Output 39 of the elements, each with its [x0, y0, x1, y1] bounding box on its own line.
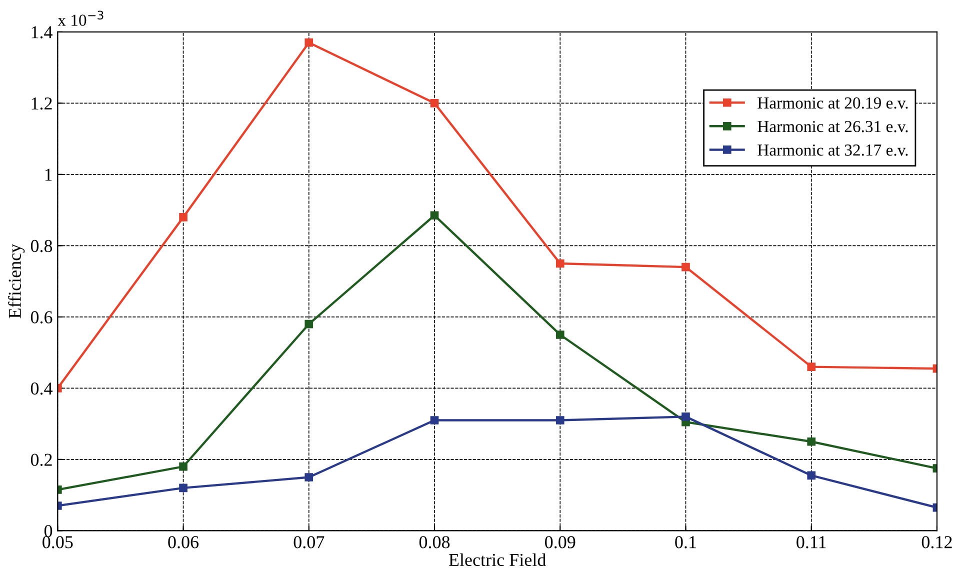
point: [682, 262, 690, 272]
point: [807, 471, 816, 480]
point: [304, 473, 314, 482]
point: [807, 362, 816, 371]
y-tick-label: 1.4: [32, 26, 53, 38]
legend-label: Harmonic at 32.17 e.v.: [758, 144, 908, 156]
x-tick-label: 0.05: [42, 536, 73, 548]
point: [430, 416, 439, 424]
point: [179, 462, 188, 471]
x-tick-label: 0.06: [168, 536, 199, 548]
y-tick-label: 0.8: [30, 240, 52, 252]
y-tick-label: 1: [45, 168, 52, 181]
y-axis-title: Efficiency: [8, 244, 25, 318]
x-tick-label: 0.07: [294, 536, 324, 548]
point: [556, 259, 564, 268]
x-tick-label: 0.1: [675, 536, 696, 548]
x-tick-label: 0.11: [796, 536, 826, 548]
legend-label: Harmonic at 26.31 e.v.: [758, 120, 908, 132]
y-tick-label: 0: [44, 524, 52, 538]
point: [304, 38, 314, 47]
point: [430, 211, 439, 220]
y-tick-label: 0.2: [30, 454, 52, 466]
legend-label: Harmonic at 20.19 e.v.: [758, 97, 908, 109]
point: [807, 437, 816, 446]
y-tick-label: 0.6: [30, 311, 52, 324]
x-tick-label: 0.09: [545, 536, 576, 548]
point: [430, 98, 439, 108]
point: [179, 213, 188, 222]
point: [304, 320, 314, 328]
text: x 10$^{−3}$: [58, 10, 104, 26]
x-tick-label: 0.08: [419, 536, 450, 548]
y-tick-label: 1.2: [32, 97, 52, 110]
point: [556, 330, 564, 339]
y-tick-label: 0.4: [30, 382, 53, 395]
x-axis-title: Electric Field: [448, 553, 546, 566]
point: [556, 416, 564, 424]
point: [682, 412, 690, 421]
point: [179, 484, 188, 492]
x-tick-label: 0.12: [922, 536, 952, 548]
